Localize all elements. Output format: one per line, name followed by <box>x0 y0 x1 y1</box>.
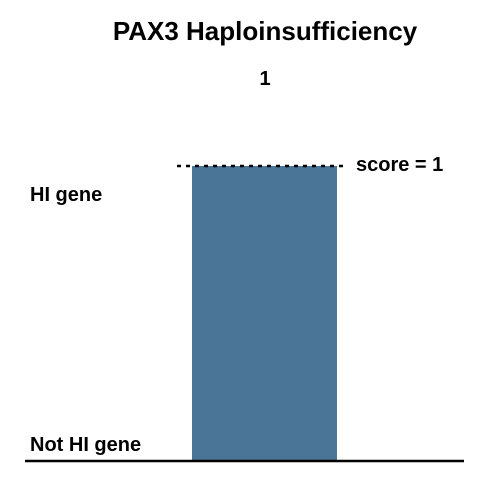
y-tick-label-not-hi-gene: Not HI gene <box>30 434 141 456</box>
data-bar <box>192 166 337 461</box>
chart-title: PAX3 Haploinsufficiency <box>113 16 418 46</box>
y-tick-label-hi-gene: HI gene <box>30 184 102 206</box>
reference-line-label: score = 1 <box>356 154 443 176</box>
bar-value-label: 1 <box>259 68 270 90</box>
